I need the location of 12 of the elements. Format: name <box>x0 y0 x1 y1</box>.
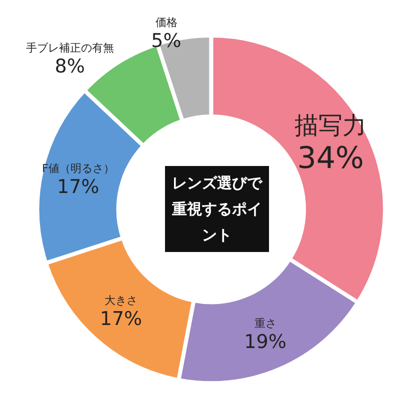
data-label: 8% <box>54 56 85 78</box>
data-label: 17% <box>56 176 100 198</box>
data-label: 5% <box>151 30 182 52</box>
text: レンズ選びで重視するポイント <box>171 174 263 244</box>
slice-label: 手ブレ補正の有無 <box>26 42 114 55</box>
data-label: 34% <box>297 141 364 176</box>
slice-label: 描写力 <box>294 112 367 140</box>
slice-label: 価格 <box>155 16 178 30</box>
slice-label: 大きさ <box>104 294 138 308</box>
slice-label: 重さ <box>254 316 276 330</box>
data-label: 17% <box>100 308 142 330</box>
data-label: 19% <box>244 330 286 353</box>
